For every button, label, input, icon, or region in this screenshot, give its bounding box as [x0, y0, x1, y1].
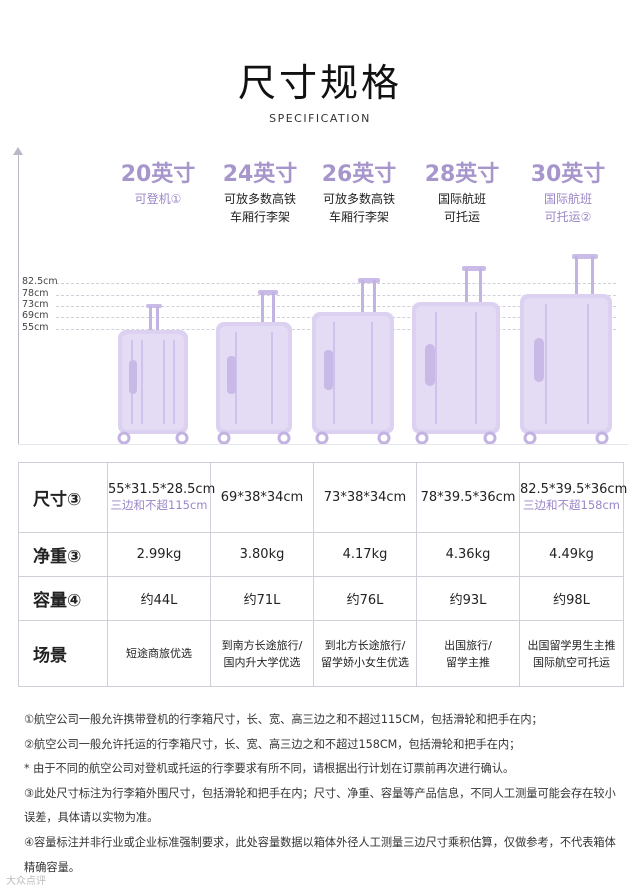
suitcase-30-icon [520, 254, 612, 444]
suitcase-24-icon [216, 290, 292, 444]
model-20: 20英寸 可登机① [108, 160, 208, 208]
table-cell: 出国留学男生主推 国际航空可托运 [519, 620, 624, 687]
table-cell: 短途商旅优选 [107, 620, 211, 687]
model-desc: 国际航班 [437, 192, 486, 206]
dimension-value: 55*31.5*28.5cm [108, 482, 216, 497]
model-size: 30英寸 [530, 162, 606, 187]
row-label-size: 尺寸③ [18, 462, 108, 533]
tick-label: 55cm [22, 322, 49, 333]
model-size: 24英寸 [222, 162, 298, 187]
scene-line: 留学主推 [446, 655, 490, 669]
dimension-value: 69*38*34cm [220, 490, 304, 505]
row-label-scene: 场景 [18, 620, 108, 687]
height-axis [18, 150, 19, 445]
row-label-capacity: 容量④ [18, 576, 108, 621]
table-cell: 约93L [416, 576, 520, 621]
table-cell: 55*31.5*28.5cm 三边和不超115cm [107, 462, 216, 533]
dimension-value: 78*39.5*36cm [420, 490, 516, 505]
table-cell: 4.36kg [416, 532, 520, 577]
table-row: 场景 短途商旅优选 到南方长途旅行/国内升大学优选 到北方长途旅行/留学娇小女生… [18, 620, 624, 687]
footnotes: ①航空公司一般允许携带登机的行李箱尺寸，长、宽、高三边之和不超过115CM，包括… [24, 708, 624, 880]
tick-label: 69cm [22, 310, 49, 321]
table-cell: 69*38*34cm [210, 462, 314, 533]
table-cell: 约71L [210, 576, 314, 621]
page-subtitle: SPECIFICATION [269, 112, 371, 125]
model-desc: 可登机① [134, 192, 182, 206]
suitcase-26-icon [312, 278, 394, 444]
gridline-78 [56, 295, 616, 296]
scene-line: 留学娇小女生优选 [321, 655, 409, 669]
table-cell: 4.49kg [519, 532, 624, 577]
scene-line: 国内升大学优选 [223, 655, 301, 669]
spec-table: 尺寸③ 55*31.5*28.5cm 三边和不超115cm 69*38*34cm … [18, 462, 628, 687]
table-cell: 82.5*39.5*36cm 三边和不超158cm [519, 462, 628, 533]
table-cell: 到南方长途旅行/国内升大学优选 [210, 620, 314, 687]
scene-line: 出国旅行/ [444, 638, 492, 652]
model-desc: 可托运 [443, 210, 480, 224]
model-desc: 可托运② [544, 210, 592, 224]
model-30: 30英寸 国际航班 可托运② [518, 160, 618, 226]
footnote: ④容量标注并非行业或企业标准强制要求，此处容量数据以箱体外径人工测量三边尺寸乘积… [24, 835, 616, 874]
tick-label: 78cm [22, 288, 49, 299]
model-desc: 车厢行李架 [328, 210, 389, 224]
scene-line: 到北方长途旅行/ [324, 638, 406, 652]
model-desc: 可放多数高铁 [223, 192, 296, 206]
dimension-value: 82.5*39.5*36cm [520, 482, 628, 497]
table-row: 尺寸③ 55*31.5*28.5cm 三边和不超115cm 69*38*34cm … [18, 462, 628, 533]
table-cell: 约98L [519, 576, 624, 621]
page-title: 尺寸规格 [237, 61, 402, 105]
watermark: 大众点评 [6, 876, 46, 887]
model-26: 26英寸 可放多数高铁 车厢行李架 [309, 160, 409, 226]
footnote: ①航空公司一般允许携带登机的行李箱尺寸，长、宽、高三边之和不超过115CM，包括… [24, 713, 543, 726]
table-cell: 4.17kg [313, 532, 417, 577]
table-cell: 73*38*34cm [313, 462, 417, 533]
dimension-note: 三边和不超158cm [523, 498, 620, 512]
tick-label: 73cm [22, 299, 49, 310]
scene-line: 国际航空可托运 [533, 655, 610, 669]
scene-line: 出国留学男生主推 [527, 638, 616, 652]
table-cell: 到北方长途旅行/留学娇小女生优选 [313, 620, 417, 687]
table-cell: 2.99kg [107, 532, 211, 577]
table-cell: 约76L [313, 576, 417, 621]
dimension-value: 73*38*34cm [323, 490, 407, 505]
table-cell: 出国旅行/留学主推 [416, 620, 520, 687]
model-24: 24英寸 可放多数高铁 车厢行李架 [210, 160, 310, 226]
scene-line: 短途商旅优选 [126, 647, 192, 660]
table-cell: 约44L [107, 576, 211, 621]
table-row: 容量④ 约44L 约71L 约76L 约93L 约98L [18, 576, 624, 621]
row-label-weight: 净重③ [18, 532, 108, 577]
tick-label: 82.5cm [22, 276, 58, 287]
footnote: ②航空公司一般允许托运的行李箱尺寸，长、宽、高三边之和不超过158CM，包括滑轮… [24, 737, 521, 751]
footnote: ③此处尺寸标注为行李箱外围尺寸，包括滑轮和把手在内；尺寸、净重、容量等产品信息，… [24, 786, 616, 825]
suitcase-20-icon [117, 304, 189, 444]
model-desc: 车厢行李架 [229, 210, 290, 224]
dimension-note: 三边和不超115cm [110, 498, 208, 512]
table-row: 净重③ 2.99kg 3.80kg 4.17kg 4.36kg 4.49kg [18, 532, 624, 577]
model-28: 28英寸 国际航班 可托运 [412, 160, 512, 226]
table-cell: 78*39.5*36cm [416, 462, 520, 533]
footnote: * 由于不同的航空公司对登机或托运的行李要求有所不同，请根据出行计划在订票前再次… [24, 762, 515, 776]
gridline-82-5 [56, 283, 616, 284]
floor-line [18, 444, 628, 445]
model-desc: 可放多数高铁 [322, 192, 395, 206]
gridline-73 [56, 306, 616, 307]
model-desc: 国际航班 [543, 192, 592, 206]
scene-line: 到南方长途旅行/ [221, 638, 303, 652]
suitcase-28-icon [412, 266, 500, 444]
table-cell: 3.80kg [210, 532, 314, 577]
model-size: 26英寸 [321, 162, 397, 187]
model-size: 20英寸 [120, 162, 196, 187]
model-size: 28英寸 [424, 162, 500, 187]
